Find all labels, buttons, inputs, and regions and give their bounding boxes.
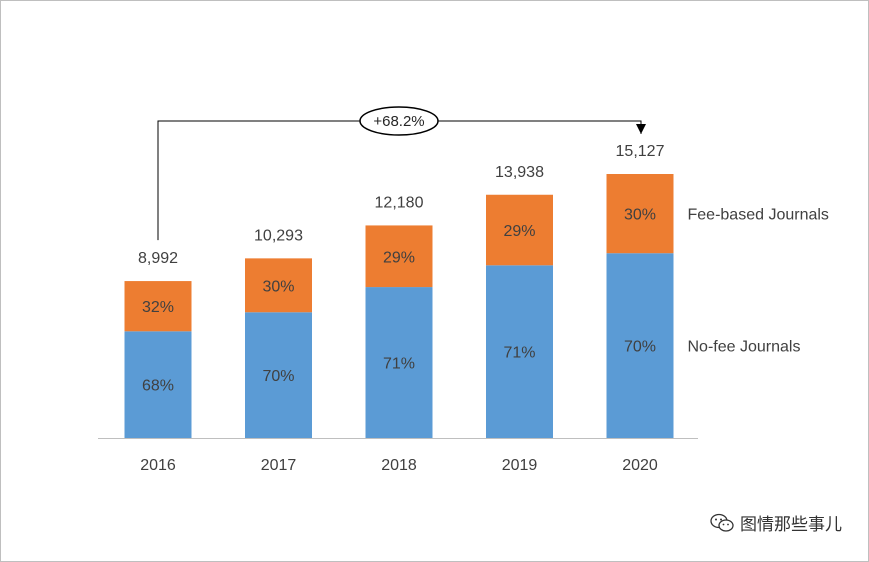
segment-share-label: 30%	[624, 207, 656, 224]
growth-arrow-head	[636, 124, 646, 134]
watermark-text: 图情那些事儿	[740, 515, 842, 535]
wechat-icon	[710, 513, 734, 532]
legend: No-fee Journals Fee-based Journals	[688, 207, 829, 356]
x-tick-label: 2016	[140, 457, 176, 474]
bar-segment-no-fee	[124, 331, 192, 438]
bars-group	[124, 174, 674, 438]
x-tick-label: 2018	[381, 457, 417, 474]
bar-segment-fee-based	[245, 258, 312, 313]
labels-group: 68% 32% 8,992 2016 70% 30% 10,293 2017 71% 29% 12,…	[138, 143, 665, 474]
x-tick-label: 2019	[502, 457, 538, 474]
total-label: 15,127	[616, 143, 665, 160]
growth-label: +68.2%	[373, 113, 424, 130]
legend-entry-fee-based: Fee-based Journals	[688, 207, 829, 224]
bar-segment-fee-based	[486, 194, 553, 266]
segment-share-label: 32%	[142, 299, 174, 316]
bar-segment-fee-based	[365, 225, 433, 288]
bar-segment-no-fee	[365, 287, 433, 438]
segment-share-label: 71%	[503, 345, 535, 362]
bar-segment-no-fee	[606, 253, 674, 438]
bar-segment-fee-based	[606, 174, 674, 254]
bar-segment-fee-based	[124, 281, 192, 332]
x-tick-label: 2020	[622, 457, 658, 474]
bar-segment-no-fee	[486, 265, 553, 438]
segment-share-label: 68%	[142, 378, 174, 395]
legend-entry-no-fee: No-fee Journals	[688, 339, 801, 356]
watermark: 图情那些事儿	[710, 510, 842, 535]
segment-share-label: 29%	[503, 223, 535, 240]
bar-segment-no-fee	[245, 312, 312, 438]
total-label: 13,938	[495, 164, 544, 181]
segment-share-label: 71%	[383, 356, 415, 373]
segment-share-label: 30%	[262, 278, 294, 295]
total-label: 12,180	[375, 194, 424, 211]
growth-connector-line	[157, 120, 642, 241]
total-label: 10,293	[254, 227, 303, 244]
growth-ellipse	[359, 106, 439, 136]
segment-share-label: 70%	[624, 339, 656, 356]
total-label: 8,992	[138, 250, 178, 267]
segment-share-label: 70%	[262, 368, 294, 385]
segment-share-label: 29%	[383, 249, 415, 266]
x-tick-label: 2017	[261, 457, 297, 474]
growth-annotation: +68.2%	[157, 106, 646, 241]
